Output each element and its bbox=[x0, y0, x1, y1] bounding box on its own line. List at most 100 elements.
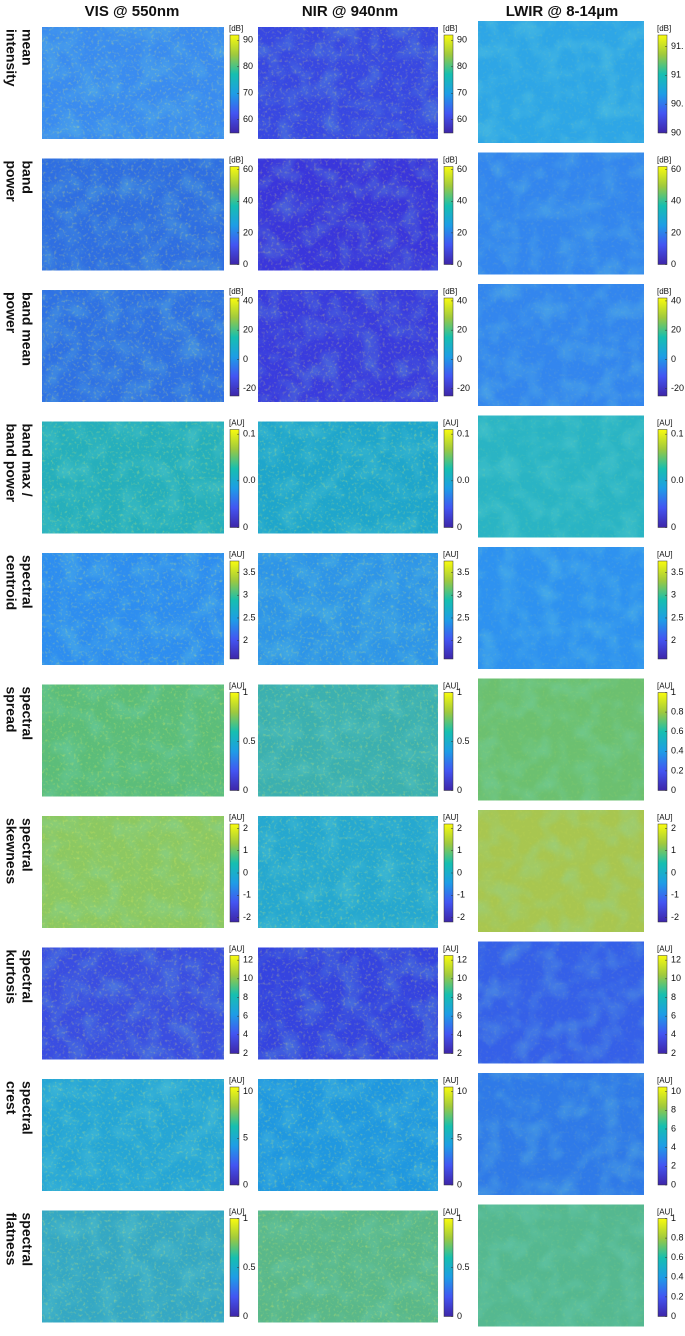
row-label-line: spectral bbox=[19, 1213, 35, 1267]
colorbar-tick-label: 0.1 bbox=[457, 429, 470, 439]
colorbar-tick-label: 1 bbox=[457, 687, 462, 697]
colorbar-tick-label: -1 bbox=[457, 890, 465, 900]
row-label-line: spread bbox=[3, 687, 19, 733]
colorbar-tick-label: 3 bbox=[457, 590, 462, 600]
colorbar-tick-label: 4 bbox=[243, 1029, 248, 1039]
image-texture bbox=[42, 421, 224, 534]
colorbar-tick-label: 1 bbox=[671, 687, 676, 697]
colorbar-tick-label: 8 bbox=[243, 992, 248, 1002]
colorbar-tick-label: 0.8 bbox=[671, 1232, 684, 1242]
colorbar-unit: [AU] bbox=[657, 945, 673, 954]
colorbar-tick-label: -2 bbox=[671, 912, 679, 922]
column-header: LWIR @ 8-14µm bbox=[506, 3, 618, 20]
colorbar-tick-label: 2 bbox=[671, 635, 676, 645]
row-label-line: spectral bbox=[19, 687, 35, 741]
colorbar-tick-label: 60 bbox=[457, 164, 467, 174]
colorbar-tick-label: 0.4 bbox=[671, 746, 684, 756]
colorbar-unit: [dB] bbox=[443, 24, 457, 33]
colorbar-tick-label: 0.0 bbox=[671, 475, 684, 485]
colorbar-tick-label: 2 bbox=[457, 823, 462, 833]
colorbar-tick-label: 12 bbox=[671, 955, 681, 965]
colorbar-tick-label: 2 bbox=[457, 1048, 462, 1058]
colorbar-tick-label: 20 bbox=[243, 227, 253, 237]
colorbar-tick-label: 80 bbox=[243, 61, 253, 71]
colorbar-tick-label: 0 bbox=[457, 522, 462, 532]
colorbar-tick-label: 6 bbox=[671, 1011, 676, 1021]
colorbar-tick-label: 0 bbox=[457, 1311, 462, 1321]
row-label-line: kurtosis bbox=[3, 950, 19, 1005]
colorbar-unit: [AU] bbox=[657, 682, 673, 691]
image-texture bbox=[258, 816, 438, 928]
colorbar-unit: [dB] bbox=[229, 156, 243, 165]
image-texture bbox=[42, 553, 224, 665]
colorbar-tick-label: 4 bbox=[457, 1029, 462, 1039]
colorbar bbox=[657, 1086, 668, 1186]
colorbar bbox=[657, 560, 668, 660]
colorbar-tick-label: 0 bbox=[671, 1179, 676, 1189]
colorbar bbox=[229, 297, 240, 397]
colorbar-tick-label: 20 bbox=[671, 227, 681, 237]
image-texture bbox=[478, 1073, 644, 1195]
image-texture bbox=[478, 547, 644, 669]
column-header: NIR @ 940nm bbox=[302, 3, 398, 20]
colorbar-unit: [dB] bbox=[657, 156, 671, 165]
colorbar-unit: [dB] bbox=[443, 287, 457, 296]
colorbar-unit: [AU] bbox=[657, 419, 673, 428]
row-label-line: band power bbox=[3, 424, 19, 503]
colorbar-tick-label: 1 bbox=[457, 845, 462, 855]
image-texture bbox=[478, 21, 644, 143]
colorbar-tick-label: 6 bbox=[457, 1011, 462, 1021]
colorbar-tick-label: 1 bbox=[243, 845, 248, 855]
colorbar-tick-label: 0 bbox=[671, 1311, 676, 1321]
colorbar-tick-label: 10 bbox=[243, 973, 253, 983]
colorbar-tick-label: 70 bbox=[243, 88, 253, 98]
colorbar-tick-label: 60 bbox=[671, 164, 681, 174]
colorbar-tick-label: 0.0 bbox=[457, 475, 470, 485]
colorbar-tick-label: 40 bbox=[243, 295, 253, 305]
colorbar-tick-label: 0 bbox=[243, 1311, 248, 1321]
colorbar-tick-label: 3 bbox=[243, 590, 248, 600]
row-label-line: flatness bbox=[3, 1213, 19, 1266]
row-label-line: spectral bbox=[19, 950, 35, 1004]
colorbar bbox=[443, 955, 454, 1054]
colorbar-tick-label: 0 bbox=[457, 867, 462, 877]
colorbar-tick-label: 0.2 bbox=[671, 1291, 684, 1301]
colorbar-unit: [AU] bbox=[443, 945, 459, 954]
colorbar-tick-label: 0 bbox=[457, 785, 462, 795]
colorbar-tick-label: 20 bbox=[457, 227, 467, 237]
colorbar-tick-label: 12 bbox=[457, 955, 467, 965]
row-label-line: spectral bbox=[19, 818, 35, 872]
row-label-line: intensity bbox=[3, 29, 19, 87]
colorbar-unit: [AU] bbox=[443, 813, 459, 822]
colorbar bbox=[657, 429, 668, 528]
colorbar-tick-label: 0 bbox=[243, 785, 248, 795]
colorbar-tick-label: 4 bbox=[671, 1029, 676, 1039]
colorbar-tick-label: 40 bbox=[243, 196, 253, 206]
colorbar bbox=[443, 34, 454, 134]
colorbar-tick-label: 8 bbox=[671, 992, 676, 1002]
image-texture bbox=[258, 684, 438, 797]
image-texture bbox=[258, 290, 438, 402]
colorbar-unit: [AU] bbox=[443, 1208, 459, 1217]
colorbar-unit: [dB] bbox=[229, 24, 243, 33]
colorbar-tick-label: -1 bbox=[243, 890, 251, 900]
colorbar-tick-label: 0 bbox=[457, 1179, 462, 1189]
colorbar-unit: [dB] bbox=[657, 287, 671, 296]
image-texture bbox=[478, 678, 644, 801]
column-header: VIS @ 550nm bbox=[85, 3, 180, 20]
colorbar-tick-label: 2 bbox=[671, 1161, 676, 1171]
colorbar-tick-label: 0 bbox=[243, 259, 248, 269]
colorbar-tick-label: 0.4 bbox=[671, 1272, 684, 1282]
row-label-line: mean bbox=[19, 29, 35, 66]
colorbar-unit: [AU] bbox=[229, 1076, 245, 1085]
colorbar-tick-label: 91 bbox=[671, 70, 681, 80]
colorbar-tick-label: 90 bbox=[671, 127, 681, 137]
colorbar-tick-label: 0 bbox=[671, 867, 676, 877]
image-texture bbox=[42, 1079, 224, 1191]
image-texture bbox=[478, 941, 644, 1064]
colorbar bbox=[443, 166, 454, 265]
colorbar-tick-label: 40 bbox=[457, 196, 467, 206]
colorbar-tick-label: 0 bbox=[457, 354, 462, 364]
